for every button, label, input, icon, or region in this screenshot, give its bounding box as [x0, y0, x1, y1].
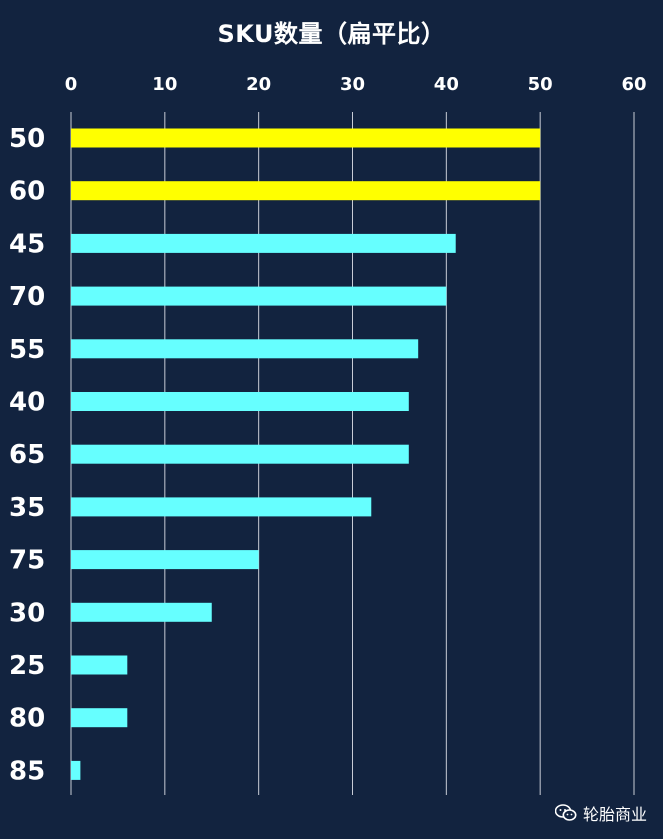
- y-category-label: 60: [9, 177, 45, 207]
- bar: [71, 444, 409, 464]
- bar: [71, 233, 456, 253]
- x-tick-label: 40: [434, 74, 459, 95]
- y-category-label: 55: [9, 335, 45, 365]
- bar: [71, 602, 212, 622]
- chart-title: SKU数量（扁平比）: [217, 20, 446, 48]
- y-category-label: 45: [9, 229, 45, 259]
- x-tick-label: 60: [621, 74, 646, 95]
- y-category-label: 65: [9, 440, 45, 470]
- bar: [71, 181, 541, 201]
- x-tick-label: 0: [65, 74, 78, 95]
- bar: [71, 128, 541, 148]
- bar: [71, 286, 447, 306]
- y-category-label: 25: [9, 651, 45, 681]
- y-category-label: 85: [9, 756, 45, 786]
- watermark: 轮胎商业: [554, 801, 647, 825]
- bar: [71, 339, 419, 359]
- bar: [71, 655, 128, 675]
- bar: [71, 760, 81, 780]
- y-category-label: 30: [9, 598, 45, 628]
- bar: [71, 497, 372, 517]
- x-tick-label: 50: [528, 74, 553, 95]
- x-tick-label: 30: [340, 74, 365, 95]
- bar: [71, 550, 259, 570]
- bar: [71, 392, 409, 411]
- y-category-label: 40: [9, 388, 45, 418]
- wechat-icon: [554, 804, 577, 822]
- bar: [71, 708, 128, 728]
- y-category-label: 35: [9, 493, 45, 523]
- y-category-label: 80: [9, 704, 45, 734]
- watermark-text: 轮胎商业: [582, 805, 647, 824]
- y-category-label: 50: [9, 124, 45, 154]
- x-tick-label: 10: [152, 74, 177, 95]
- y-category-label: 70: [9, 282, 45, 312]
- x-tick-label: 20: [246, 74, 271, 95]
- y-category-label: 75: [9, 546, 45, 576]
